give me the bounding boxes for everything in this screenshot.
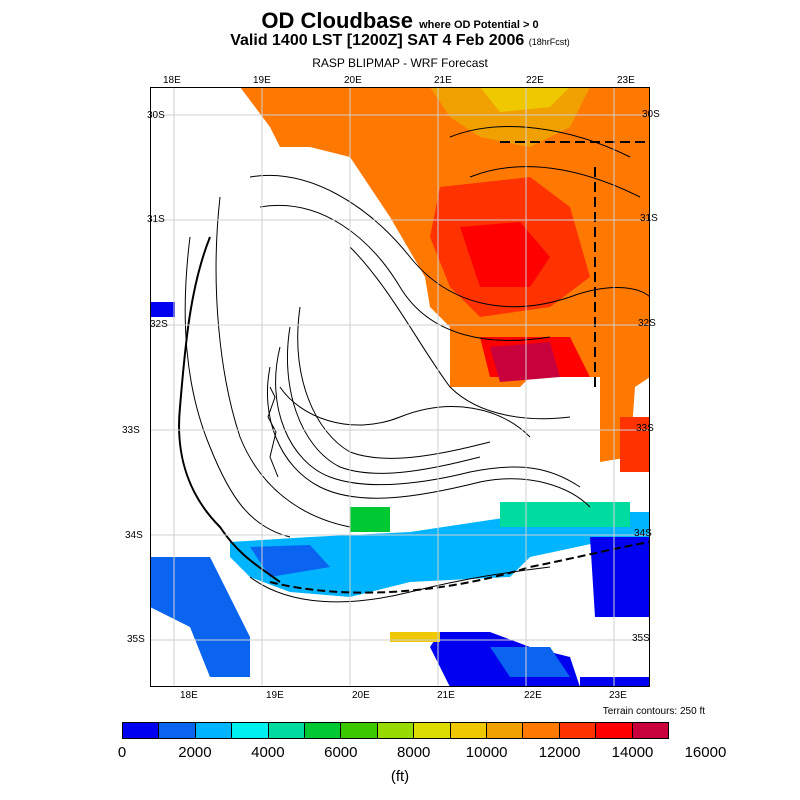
forecast-map [150,87,650,687]
colorbar-label: 0 [117,744,127,761]
lat-right-label: 31S [640,213,658,224]
lat-right-label: 34S [634,528,652,539]
lat-left-label: 30S [147,110,165,121]
colorbar-swatch [159,723,196,738]
lon-top-label: 20E [344,75,362,86]
title-qualifier: where OD Potential > 0 [419,19,539,31]
chart-title: OD Cloudbase where OD Potential > 0 [0,8,800,34]
lon-bottom-label: 19E [266,690,284,701]
lon-bottom-label: 23E [609,690,627,701]
valid-time: Valid 1400 LST [1200Z] SAT 4 Feb 2006 (1… [0,32,800,50]
colorbar-swatch [305,723,342,738]
lat-right-label: 32S [638,318,656,329]
valid-text: Valid 1400 LST [1200Z] SAT 4 Feb 2006 [230,32,525,49]
colorbar-label: 8000 [397,744,431,761]
lat-left-label: 32S [150,319,168,330]
colorbar-swatch [195,723,233,738]
colorbar-swatch [487,723,524,738]
colorbar-label: 2000 [178,744,212,761]
colorbar-label: 10000 [465,744,508,761]
lon-top-label: 19E [253,75,271,86]
model-name: RASP BLIPMAP - WRF Forecast [312,56,488,70]
colorbar-unit: (ft) [390,768,410,785]
colorbar-label: 16000 [684,744,727,761]
lat-left-label: 31S [147,214,165,225]
colorbar-label: 6000 [324,744,358,761]
title-main: OD Cloudbase [261,8,413,33]
map-canvas [150,87,650,687]
lon-bottom-label: 22E [524,690,542,701]
colorbar-swatch [341,723,378,738]
colorbar-swatch [232,723,269,738]
lat-right-label: 30S [642,109,660,120]
lon-top-label: 21E [434,75,452,86]
lat-left-label: 34S [125,530,143,541]
lat-right-label: 35S [632,633,650,644]
colorbar-swatch [123,723,160,738]
colorbar-swatch [268,723,306,738]
colorbar [122,722,669,739]
graticule [150,87,650,687]
colorbar-swatch [523,723,560,738]
colorbar-swatch [414,723,451,738]
colorbar-swatch [559,723,597,738]
lon-bottom-label: 21E [437,690,455,701]
colorbar-swatch [377,723,415,738]
lon-top-label: 22E [526,75,544,86]
lon-top-label: 18E [163,75,181,86]
colorbar-label: 14000 [611,744,654,761]
colorbar-swatch [632,723,669,738]
lon-top-label: 23E [617,75,635,86]
colorbar-swatch [596,723,633,738]
coastline [178,141,650,594]
lat-right-label: 33S [636,423,654,434]
colorbar-swatch [450,723,488,738]
terrain-contour-note: Terrain contours: 250 ft [602,706,705,717]
lon-bottom-label: 20E [352,690,370,701]
lon-bottom-label: 18E [180,690,198,701]
forecast-hour: (18hrFcst) [528,37,570,47]
cloudbase-shading [150,87,650,687]
colorbar-label: 4000 [251,744,285,761]
colorbar-label: 12000 [538,744,581,761]
lat-left-label: 35S [127,634,145,645]
lat-left-label: 33S [122,425,140,436]
